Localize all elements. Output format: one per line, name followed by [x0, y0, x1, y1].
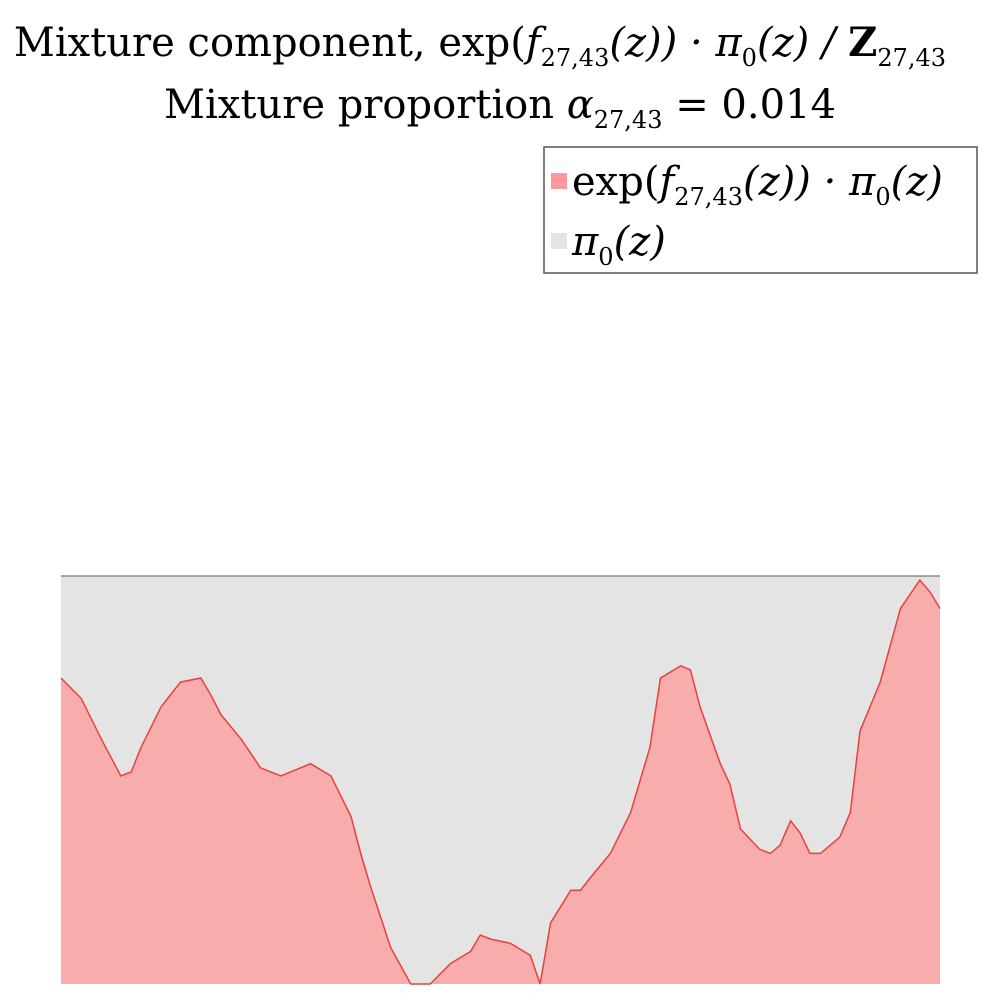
legend-swatch-component — [551, 173, 567, 189]
series-area-component — [61, 580, 940, 984]
legend: exp(f27,43(z)) · π0(z) π0(z) — [543, 146, 978, 274]
title-line1-prefix: Mixture component, exp( — [14, 20, 526, 66]
legend-label-prior: π0(z) — [571, 219, 666, 271]
title-line1-f-sub: 27,43 — [541, 44, 610, 72]
title-line2-prefix: Mixture proportion — [164, 82, 567, 128]
legend-frame — [543, 146, 978, 274]
title-line2-alpha: α — [567, 82, 594, 128]
title-line1-pi-sub: 0 — [742, 44, 757, 72]
title-line1-mid: (z)) · π — [609, 20, 742, 66]
chart-title-line2: Mixture proportion α27,43 = 0.014 — [164, 82, 836, 134]
legend-swatch-prior — [551, 233, 567, 249]
title-line1-Z-sub: 27,43 — [877, 44, 946, 72]
title-line1-mid2: (z) / — [757, 20, 848, 66]
chart-title-line1: Mixture component, exp(f27,43(z)) · π0(z… — [14, 19, 946, 72]
plot-area — [60, 575, 941, 985]
title-line2-suffix: = 0.014 — [662, 82, 835, 128]
title-line2-alpha-sub: 27,43 — [594, 106, 663, 134]
series-line-component — [60, 578, 941, 985]
title-line1-Z: Z — [848, 19, 877, 66]
